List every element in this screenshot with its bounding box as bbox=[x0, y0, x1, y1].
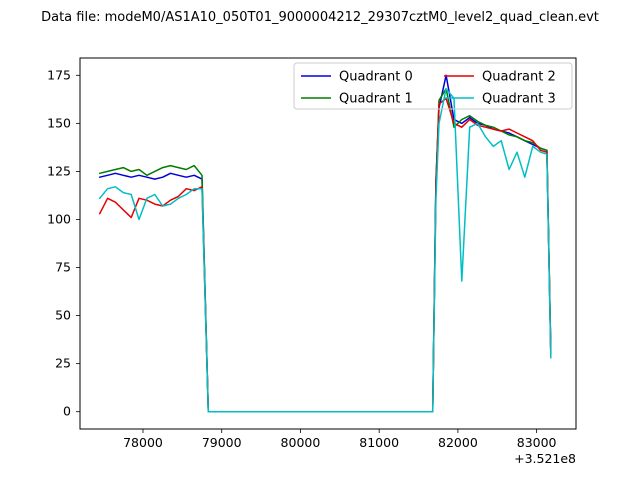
x-tick-label: 82000 bbox=[438, 435, 478, 450]
y-tick-label: 150 bbox=[47, 115, 71, 130]
x-tick-label: 80000 bbox=[281, 435, 321, 450]
legend-box bbox=[293, 62, 573, 110]
x-tick-label: 83000 bbox=[517, 435, 557, 450]
series-lines bbox=[98, 74, 552, 413]
figure-title: Data file: modeM0/AS1A10_050T01_90000042… bbox=[41, 10, 599, 25]
y-tick-label: 125 bbox=[47, 163, 71, 178]
axis-ticks: 78000 79000 80000 81000 82000 83000 0 25 50 75 100… bbox=[47, 67, 556, 450]
y-tick-label: 0 bbox=[63, 404, 71, 419]
legend-label-quadrant-2: Quadrant 2 bbox=[482, 70, 556, 85]
legend: Quadrant 0 Quadrant 1 Quadrant 2 Quadrant 3 bbox=[293, 62, 573, 110]
y-tick-label: 50 bbox=[55, 308, 71, 323]
x-axis-offset-label: +3.521e8 bbox=[514, 451, 576, 466]
legend-label-quadrant-3: Quadrant 3 bbox=[482, 92, 556, 107]
y-tick-label: 75 bbox=[55, 260, 71, 275]
series-line-quadrant-0 bbox=[98, 74, 552, 413]
series-line-quadrant-3 bbox=[98, 88, 552, 413]
series-line-quadrant-1 bbox=[98, 88, 552, 413]
series-line-quadrant-2 bbox=[98, 97, 552, 413]
legend-label-quadrant-1: Quadrant 1 bbox=[339, 92, 413, 107]
legend-label-quadrant-0: Quadrant 0 bbox=[339, 70, 413, 85]
y-tick-label: 175 bbox=[47, 67, 71, 82]
y-tick-label: 100 bbox=[47, 211, 71, 226]
x-tick-label: 79000 bbox=[202, 435, 242, 450]
y-tick-label: 25 bbox=[55, 356, 71, 371]
x-tick-label: 78000 bbox=[123, 435, 163, 450]
axes-border bbox=[79, 57, 577, 430]
x-tick-label: 81000 bbox=[359, 435, 399, 450]
